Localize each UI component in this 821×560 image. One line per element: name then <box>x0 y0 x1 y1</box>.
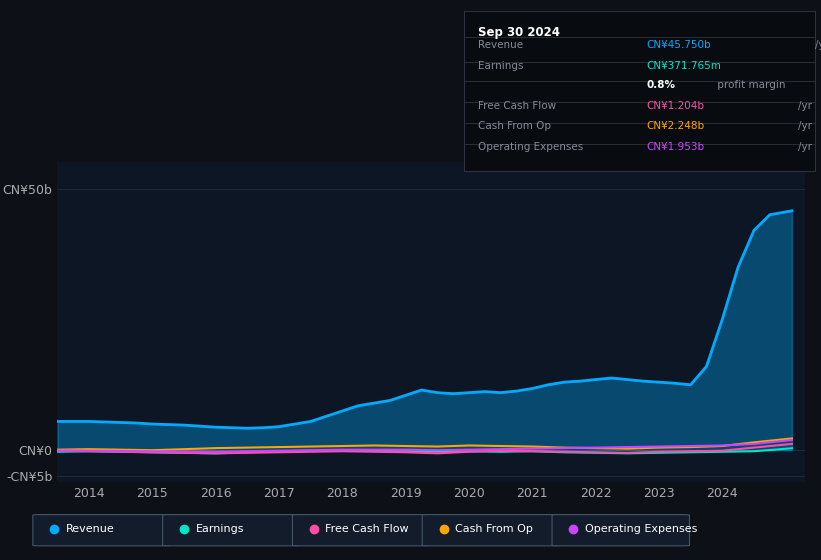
Text: Cash From Op: Cash From Op <box>478 122 551 132</box>
Text: Free Cash Flow: Free Cash Flow <box>478 101 556 110</box>
Text: Revenue: Revenue <box>478 40 523 50</box>
Text: /yr: /yr <box>815 40 821 50</box>
Text: /yr: /yr <box>798 142 813 152</box>
Text: Free Cash Flow: Free Cash Flow <box>325 524 409 534</box>
Text: Sep 30 2024: Sep 30 2024 <box>478 26 560 39</box>
Text: Operating Expenses: Operating Expenses <box>585 524 697 534</box>
Text: CN¥2.248b: CN¥2.248b <box>647 122 704 132</box>
FancyBboxPatch shape <box>163 515 300 546</box>
FancyBboxPatch shape <box>552 515 690 546</box>
FancyBboxPatch shape <box>422 515 560 546</box>
Text: CN¥371.765m: CN¥371.765m <box>647 60 722 71</box>
Text: 0.8%: 0.8% <box>647 80 676 90</box>
Text: Earnings: Earnings <box>478 60 524 71</box>
Text: Cash From Op: Cash From Op <box>455 524 533 534</box>
Text: CN¥1.953b: CN¥1.953b <box>647 142 704 152</box>
FancyBboxPatch shape <box>33 515 170 546</box>
Text: Revenue: Revenue <box>66 524 114 534</box>
Text: profit margin: profit margin <box>714 80 786 90</box>
Text: Earnings: Earnings <box>195 524 244 534</box>
Text: CN¥45.750b: CN¥45.750b <box>647 40 711 50</box>
Text: CN¥1.204b: CN¥1.204b <box>647 101 704 110</box>
Text: /yr: /yr <box>798 101 813 110</box>
Text: Operating Expenses: Operating Expenses <box>478 142 583 152</box>
FancyBboxPatch shape <box>292 515 430 546</box>
Text: /yr: /yr <box>798 122 813 132</box>
